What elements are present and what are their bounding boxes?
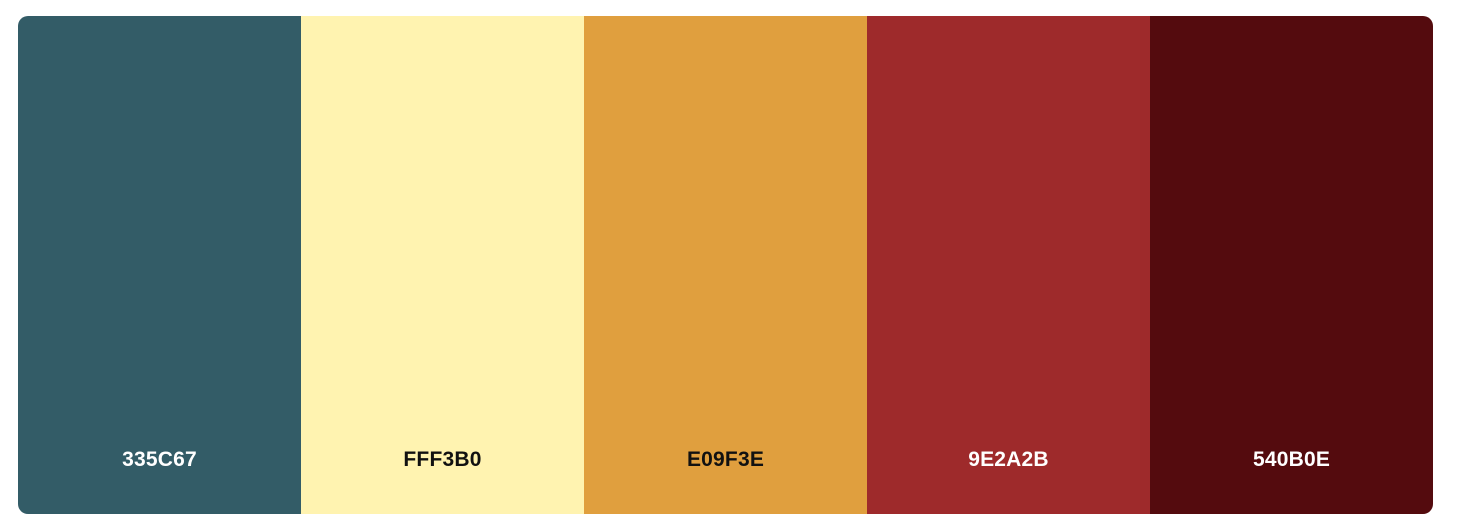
swatch-hex-label[interactable]: FFF3B0 — [403, 448, 482, 471]
swatch-hex-label[interactable]: 540B0E — [1252, 448, 1331, 471]
swatch-335c67[interactable]: 335C67 — [18, 16, 301, 514]
swatch-fff3b0[interactable]: FFF3B0 — [301, 16, 584, 514]
swatch-hex-label[interactable]: 9E2A2B — [968, 448, 1049, 471]
swatch-e09f3e[interactable]: E09F3E — [584, 16, 867, 514]
swatch-540b0e[interactable]: 540B0E — [1150, 16, 1433, 514]
swatch-9e2a2b[interactable]: 9E2A2B — [867, 16, 1150, 514]
swatch-hex-label[interactable]: 335C67 — [122, 448, 197, 471]
swatch-hex-label[interactable]: E09F3E — [686, 448, 765, 471]
color-palette: 335C67 FFF3B0 E09F3E 9E2A2B 540B0E — [18, 16, 1433, 514]
